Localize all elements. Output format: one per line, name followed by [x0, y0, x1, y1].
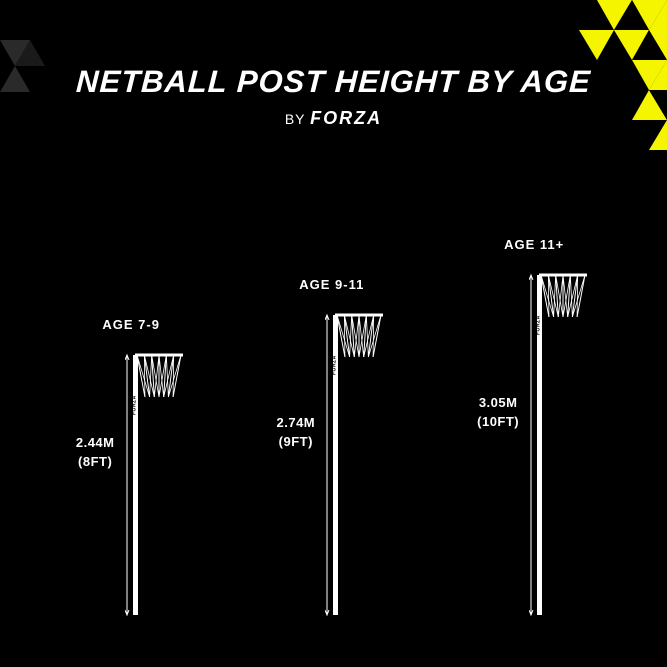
svg-text:FORZA: FORZA: [332, 355, 338, 375]
height-label: 2.44M(8FT): [76, 433, 115, 472]
height-metres: 2.44M: [76, 433, 115, 453]
posts-row: AGE 7-9 2.44M(8FT) FORZA AGE 9-11 2.74M(9F…: [0, 237, 667, 617]
post-diagram: 3.05M(10FT) FORZA: [477, 267, 591, 617]
height-feet: (9FT): [277, 432, 316, 452]
height-label: 3.05M(10FT): [477, 393, 519, 432]
brand-name: FORZA: [310, 108, 382, 128]
age-label: AGE 9-11: [299, 277, 364, 292]
netball-post-icon: FORZA: [125, 347, 187, 617]
netball-post-icon: FORZA: [529, 267, 591, 617]
svg-text:FORZA: FORZA: [131, 395, 137, 415]
post-group: AGE 11+ 3.05M(10FT) FORZA: [477, 237, 591, 617]
post-svg-wrap: FORZA: [125, 347, 187, 617]
netball-post-icon: FORZA: [325, 307, 387, 617]
post-diagram: 2.44M(8FT) FORZA: [76, 347, 187, 617]
page-title: NETBALL POST HEIGHT BY AGE: [0, 64, 667, 100]
post-svg-wrap: FORZA: [325, 307, 387, 617]
height-metres: 2.74M: [277, 413, 316, 433]
post-svg-wrap: FORZA: [529, 267, 591, 617]
age-label: AGE 11+: [504, 237, 564, 252]
post-diagram: 2.74M(9FT) FORZA: [277, 307, 388, 617]
height-feet: (8FT): [76, 452, 115, 472]
height-metres: 3.05M: [477, 393, 519, 413]
subtitle-prefix: BY: [285, 111, 305, 127]
height-feet: (10FT): [477, 412, 519, 432]
post-group: AGE 7-9 2.44M(8FT) FORZA: [76, 317, 187, 617]
post-group: AGE 9-11 2.74M(9FT) FORZA: [277, 277, 388, 617]
age-label: AGE 7-9: [102, 317, 160, 332]
svg-text:FORZA: FORZA: [536, 315, 542, 335]
height-label: 2.74M(9FT): [277, 413, 316, 452]
